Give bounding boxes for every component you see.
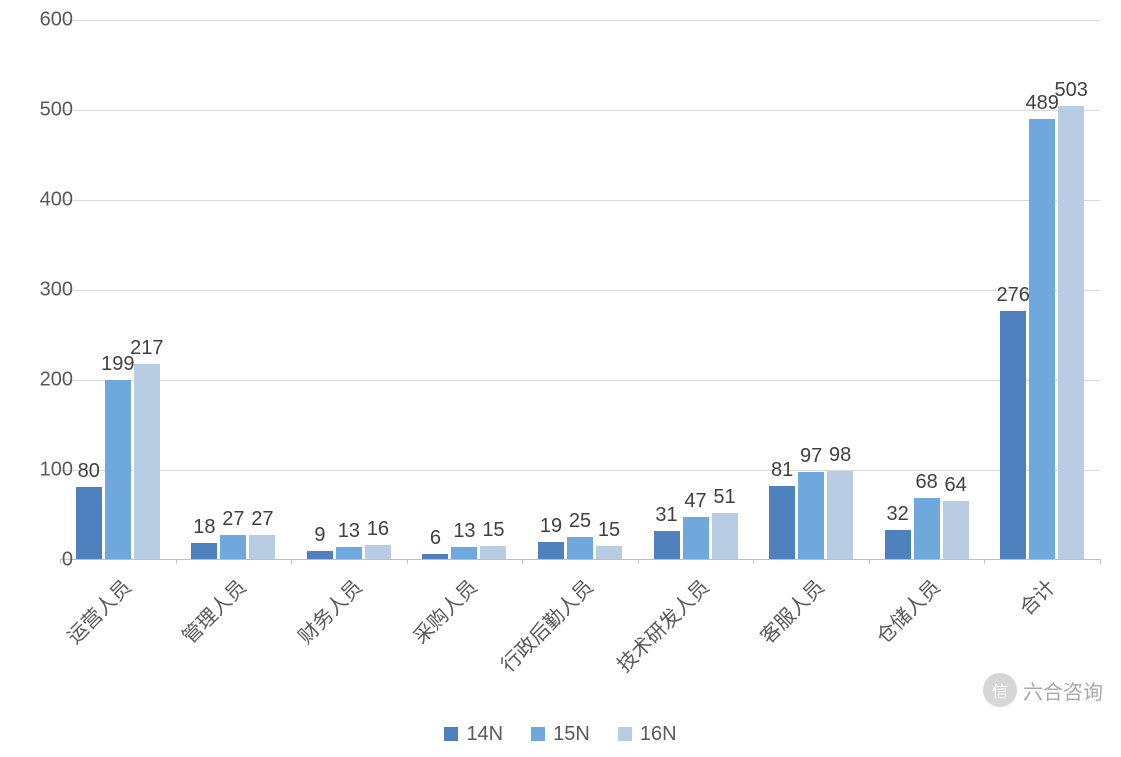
x-axis-label: 客服人员 (753, 572, 830, 649)
bar (654, 531, 680, 559)
bar (1058, 106, 1084, 559)
bar-value-label: 18 (193, 516, 215, 539)
bar (538, 542, 564, 559)
x-axis-label: 技术研发人员 (609, 572, 714, 677)
x-axis-label: 采购人员 (406, 572, 483, 649)
bar (712, 513, 738, 559)
bar-value-label: 51 (713, 486, 735, 509)
bar (1000, 311, 1026, 559)
y-axis-label: 100 (23, 459, 73, 482)
bar-value-label: 80 (78, 460, 100, 483)
bar (827, 471, 853, 559)
bar (191, 543, 217, 559)
bar-value-label: 13 (338, 520, 360, 543)
legend-item: 16N (618, 723, 677, 746)
gridline (60, 380, 1100, 381)
bar (567, 537, 593, 560)
bar (885, 530, 911, 559)
bar (451, 547, 477, 559)
bar-value-label: 27 (251, 508, 273, 531)
bar (480, 546, 506, 560)
bar-value-label: 15 (482, 519, 504, 542)
legend: 14N 15N 16N (0, 723, 1121, 748)
y-axis-label: 600 (23, 9, 73, 32)
y-axis-label: 0 (23, 549, 73, 572)
bar (422, 554, 448, 559)
bar (365, 545, 391, 559)
bar-value-label: 9 (314, 524, 325, 547)
bar-value-label: 64 (945, 474, 967, 497)
bar (769, 486, 795, 559)
legend-item: 15N (531, 723, 590, 746)
legend-swatch (618, 727, 632, 741)
bar (943, 501, 969, 559)
bar-value-label: 98 (829, 444, 851, 467)
x-axis-label: 合计 (1012, 572, 1061, 621)
bar (134, 364, 160, 559)
y-axis-label: 300 (23, 279, 73, 302)
x-axis-label: 管理人员 (175, 572, 252, 649)
gridline (60, 200, 1100, 201)
bar-value-label: 31 (655, 504, 677, 527)
bar-value-label: 97 (800, 445, 822, 468)
bar-value-label: 6 (430, 527, 441, 550)
bar (105, 380, 131, 559)
y-axis-label: 400 (23, 189, 73, 212)
plot-area: 8019921718272791316613151925153147518197… (60, 20, 1100, 560)
bar-value-label: 47 (684, 490, 706, 513)
legend-swatch (444, 727, 458, 741)
gridline (60, 290, 1100, 291)
bar (596, 546, 622, 560)
bar (1029, 119, 1055, 559)
bar (798, 472, 824, 559)
wechat-icon: 信 (983, 673, 1017, 707)
bar-value-label: 217 (130, 337, 163, 360)
gridline (60, 20, 1100, 21)
watermark-text: 六合咨询 (1023, 676, 1103, 705)
bar (914, 498, 940, 559)
bar-value-label: 68 (916, 471, 938, 494)
bar-value-label: 503 (1055, 79, 1088, 102)
watermark: 信 六合咨询 (983, 673, 1103, 707)
x-axis-label: 运营人员 (59, 572, 136, 649)
gridline (60, 110, 1100, 111)
bar (249, 535, 275, 559)
bar (220, 535, 246, 559)
bar-value-label: 81 (771, 459, 793, 482)
legend-item: 14N (444, 723, 503, 746)
x-axis-label: 仓储人员 (868, 572, 945, 649)
bar-value-label: 13 (453, 520, 475, 543)
bar-value-label: 19 (540, 515, 562, 538)
legend-label: 14N (466, 723, 503, 746)
chart-container: 8019921718272791316613151925153147518197… (0, 0, 1121, 757)
x-axis-label: 行政后勤人员 (493, 572, 598, 677)
legend-swatch (531, 727, 545, 741)
gridline (60, 470, 1100, 471)
legend-label: 16N (640, 723, 677, 746)
bar (307, 551, 333, 559)
y-axis-label: 200 (23, 369, 73, 392)
legend-label: 15N (553, 723, 590, 746)
y-axis-label: 500 (23, 99, 73, 122)
bar (76, 487, 102, 559)
x-axis-label: 财务人员 (290, 572, 367, 649)
bar-value-label: 32 (887, 503, 909, 526)
bar (336, 547, 362, 559)
bar-value-label: 25 (569, 510, 591, 533)
bar-value-label: 16 (367, 518, 389, 541)
bar-value-label: 27 (222, 508, 244, 531)
bar (683, 517, 709, 559)
bar-value-label: 276 (997, 284, 1030, 307)
bar-value-label: 15 (598, 519, 620, 542)
